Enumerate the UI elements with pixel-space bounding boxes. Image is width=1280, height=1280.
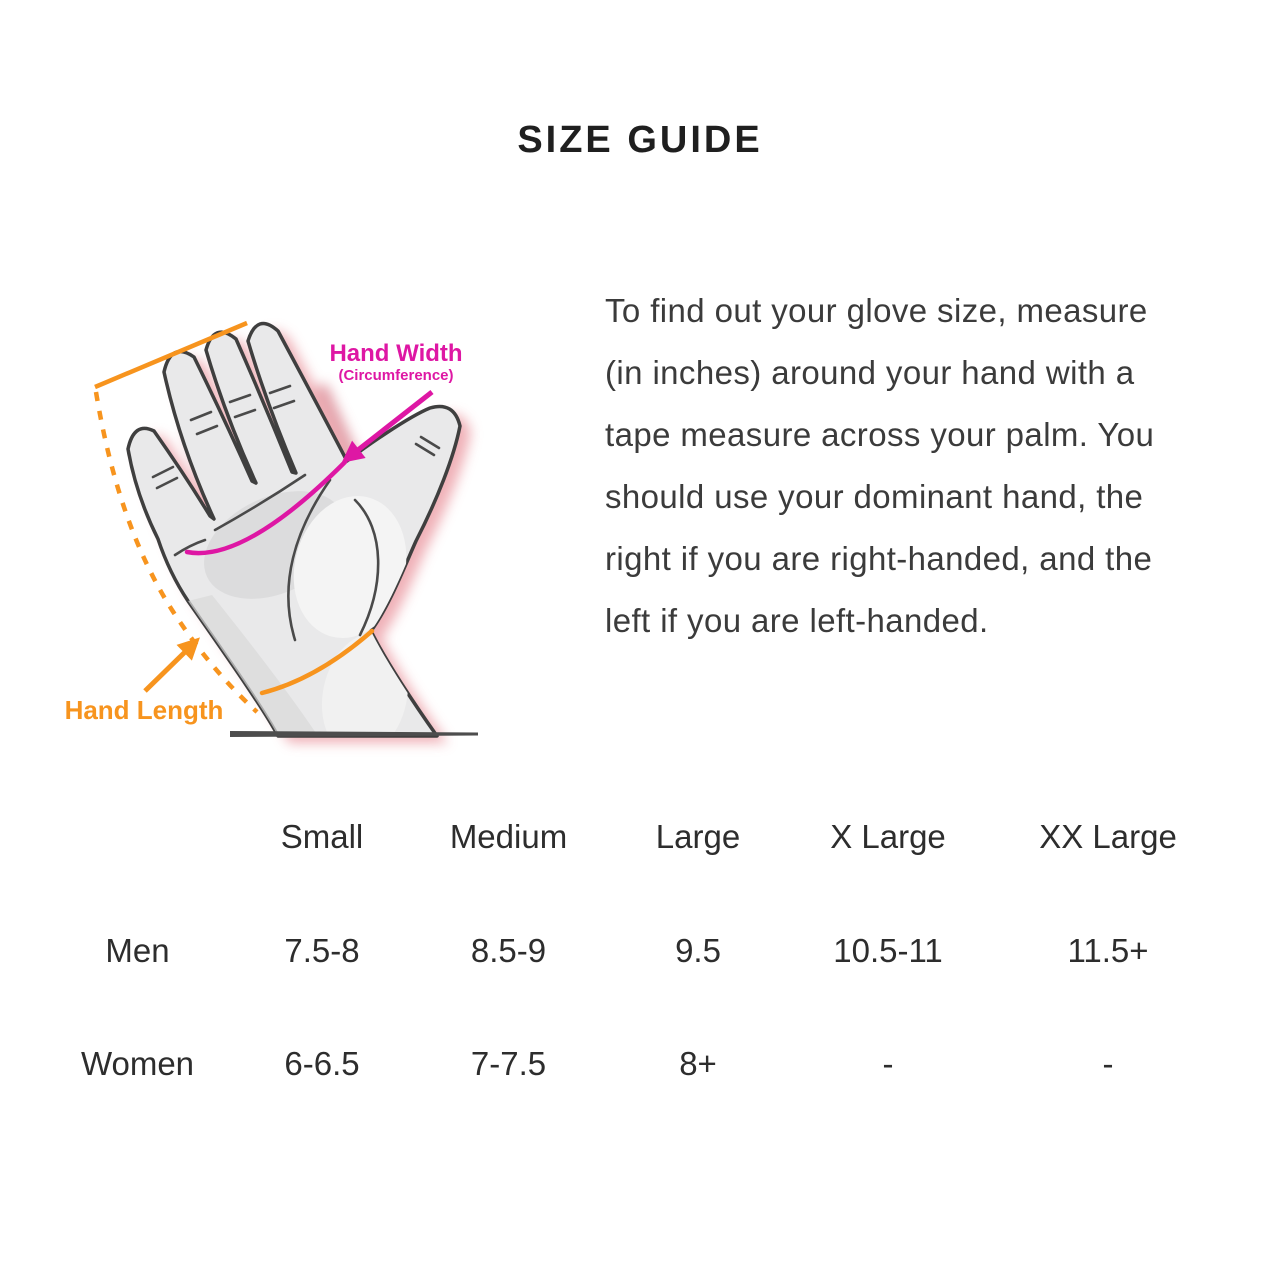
header-cell-x-large: X Large [830,818,946,855]
row-label: Men [105,932,170,969]
header-cell-large: Large [655,818,741,855]
instructions-line: left if you are left-handed. [605,602,989,639]
size-cell: 8.5-9 [470,932,547,969]
header-cell-medium: Medium [449,818,568,855]
header-cell-xx-large: XX Large [1039,818,1177,855]
size-cell: 8+ [679,1045,717,1082]
hand-width-sublabel: (Circumference) [338,367,453,384]
hand-width-measure-line [184,459,348,556]
size-cell: 9.5 [675,932,721,969]
size-cell: - [882,1045,894,1082]
size-cell: 7.5-8 [284,932,360,969]
page-title: SIZE GUIDE [517,119,763,161]
size-table-header-row: Small Medium Large X Large XX Large [45,818,1233,856]
instructions-line: should use your dominant hand, the [605,478,1144,515]
wrist-measure-line [259,628,375,696]
ground-line [230,731,478,737]
row-label: Women [80,1045,195,1082]
size-table-row-men: Men 7.5-8 8.5-9 9.5 10.5-11 11.5+ [45,932,1233,970]
size-cell: 11.5+ [1067,932,1149,969]
instructions-line: To find out your glove size, measure [605,292,1148,329]
hand-length-label: Hand Length [65,695,224,725]
hand-measurement-diagram: Hand Width (Circumference) Hand Length [60,295,540,765]
size-cell: 10.5-11 [833,932,943,969]
hand-length-arrow [143,637,200,693]
size-cell: - [1102,1045,1114,1082]
instructions-line: (in inches) around your hand with a [605,354,1135,391]
size-table-row-women: Women 6-6.5 7-7.5 8+ - - [45,1045,1233,1083]
hand-shading [188,491,409,737]
size-cell: 7-7.5 [470,1045,547,1082]
hand-width-label: Hand Width [329,340,462,367]
instructions-line: right if you are right-handed, and the [605,540,1153,577]
header-cell-small: Small [280,818,364,855]
hand-creases [151,384,441,642]
hand-length-bracket-line [94,320,248,390]
instructions-line: tape measure across your palm. You [605,416,1155,453]
size-table: Small Medium Large X Large XX Large Men … [45,818,1233,1098]
measurement-instructions: To find out your glove size, measure (in… [605,280,1245,652]
hand-width-arrow [341,390,434,463]
size-cell: 6-6.5 [284,1045,360,1082]
